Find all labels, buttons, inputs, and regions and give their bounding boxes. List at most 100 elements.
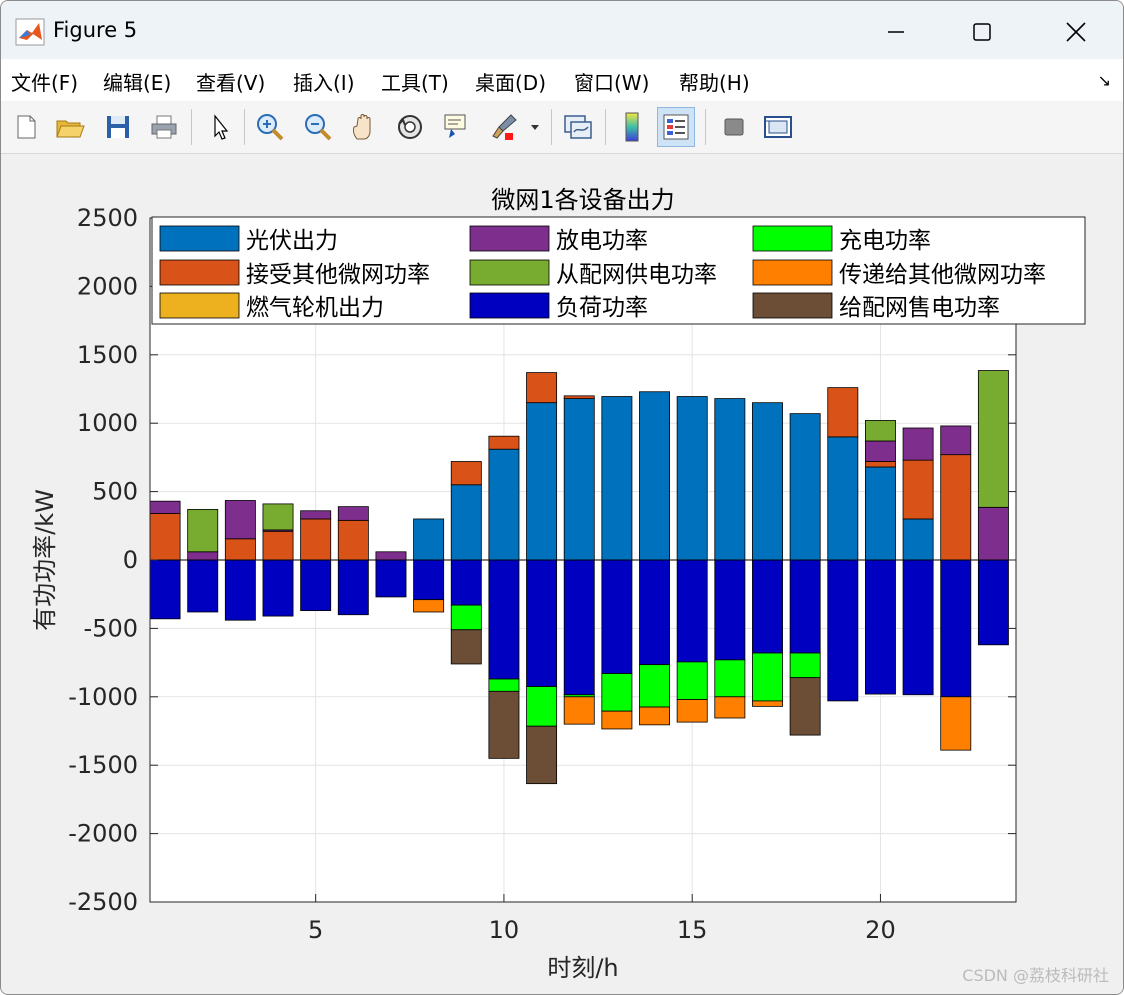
bar-charge	[714, 659, 746, 698]
x-tick-label: 15	[677, 916, 708, 944]
bar-send	[413, 599, 445, 613]
bar-pv	[450, 484, 482, 561]
bar-load	[563, 559, 595, 696]
select-pointer-button[interactable]	[201, 107, 239, 147]
bar-load	[450, 559, 482, 606]
bar-charge	[676, 661, 708, 700]
legend-swatch-load	[469, 292, 550, 319]
plot-area: 5 10 15 20 -2500 -2000 -1500 -1000 -500 0 500 1000 1…	[1, 154, 1123, 994]
link-plot-button[interactable]	[559, 107, 597, 147]
rotate-3d-icon	[398, 115, 422, 139]
brush-button[interactable]	[485, 107, 523, 147]
legend-button[interactable]	[657, 107, 695, 147]
minimize-icon	[888, 31, 904, 33]
bar-receive	[864, 461, 896, 468]
bar-discharge	[150, 500, 181, 514]
y-tick-label: -2500	[68, 888, 138, 916]
bar-grid_buy	[977, 370, 1009, 508]
pointer-icon	[214, 114, 229, 140]
hide-plot-tools-icon	[724, 118, 744, 136]
y-tick-label: 0	[123, 546, 138, 574]
x-tick-label: 5	[308, 916, 323, 944]
bar-discharge	[224, 500, 256, 540]
bar-grid_sell	[789, 677, 821, 736]
bar-discharge	[940, 425, 972, 456]
bar-pv	[714, 398, 746, 561]
bar-pv	[488, 448, 520, 561]
maximize-button[interactable]	[959, 13, 1005, 51]
legend-icon	[663, 114, 689, 140]
menu-window[interactable]: 窗口(W)	[574, 71, 650, 95]
legend-label-discharge: 放电功率	[556, 228, 648, 254]
bar-load	[977, 559, 1009, 646]
zoom-out-button[interactable]	[299, 107, 337, 147]
bar-pv	[789, 413, 821, 561]
y-tick-label: -1500	[68, 751, 138, 779]
close-button[interactable]	[1053, 13, 1099, 51]
toolbar-separator	[244, 109, 245, 145]
rotate-3d-button[interactable]	[391, 107, 429, 147]
bar-receive	[940, 454, 972, 561]
bar-grid_sell	[488, 690, 520, 759]
bar-send	[940, 696, 972, 751]
minimize-button[interactable]	[873, 13, 919, 51]
bar-load	[488, 559, 520, 680]
chart-title: 微网1各设备出力	[491, 186, 674, 214]
legend-label-send: 传递给其他微网功率	[839, 262, 1046, 288]
bar-receive	[827, 387, 859, 438]
legend-swatch-gas	[159, 292, 240, 319]
hide-plot-tools-button[interactable]	[715, 107, 753, 147]
menu-help[interactable]: 帮助(H)	[679, 71, 750, 95]
bar-load	[789, 559, 821, 654]
legend-swatch-grid_sell	[752, 292, 833, 319]
legend-label-grid_sell: 给配网售电功率	[839, 295, 1000, 321]
menu-view[interactable]: 查看(V)	[196, 71, 266, 95]
save-button[interactable]	[99, 107, 137, 147]
bar-receive	[224, 538, 256, 561]
colorbar-button[interactable]	[613, 107, 651, 147]
show-plot-tools-button[interactable]	[759, 107, 797, 147]
pan-button[interactable]	[345, 107, 383, 147]
menu-edit[interactable]: 编辑(E)	[103, 71, 172, 95]
menu-desktop[interactable]: 桌面(D)	[475, 71, 547, 95]
print-button[interactable]	[145, 107, 183, 147]
legend-label-grid_buy: 从配网供电功率	[556, 262, 717, 288]
zoom-in-button[interactable]	[251, 107, 289, 147]
bar-receive	[563, 395, 595, 399]
legend-swatch-pv	[159, 225, 240, 252]
matlab-logo-icon	[15, 18, 45, 46]
bar-send	[639, 706, 671, 726]
menu-file[interactable]: 文件(F)	[11, 71, 79, 95]
menu-tools[interactable]: 工具(T)	[381, 71, 449, 95]
bar-send	[601, 710, 633, 730]
y-tick-label: 2500	[77, 204, 138, 232]
bar-load	[864, 559, 896, 695]
close-icon	[1066, 22, 1086, 42]
colorbar-icon	[625, 112, 639, 142]
y-tick-label: 2000	[77, 272, 138, 300]
bar-send	[714, 696, 746, 719]
menu-insert[interactable]: 插入(I)	[293, 71, 355, 95]
bar-receive	[450, 461, 482, 486]
y-tick-label: 1000	[77, 409, 138, 437]
bar-charge	[601, 673, 633, 712]
legend-label-receive: 接受其他微网功率	[246, 262, 430, 288]
bar-charge	[488, 678, 520, 692]
bar-grid_sell	[526, 725, 558, 785]
bar-load	[150, 559, 181, 620]
brush-dropdown[interactable]	[525, 107, 545, 147]
bar-discharge	[337, 506, 369, 521]
toolbar-separator	[605, 109, 606, 145]
undock-arrow-icon[interactable]: ↘	[1097, 71, 1111, 90]
bar-load	[752, 559, 783, 654]
chart-canvas: 5 10 15 20 -2500 -2000 -1500 -1000 -500 0 500 1000 1…	[31, 186, 1086, 982]
bar-discharge	[300, 510, 332, 520]
brush-icon	[492, 114, 517, 140]
pan-hand-icon	[352, 114, 371, 140]
bar-send	[752, 700, 783, 707]
open-file-button[interactable]	[51, 107, 89, 147]
bar-pv	[526, 402, 558, 561]
new-figure-button[interactable]	[7, 107, 45, 147]
data-cursor-button[interactable]	[437, 107, 475, 147]
